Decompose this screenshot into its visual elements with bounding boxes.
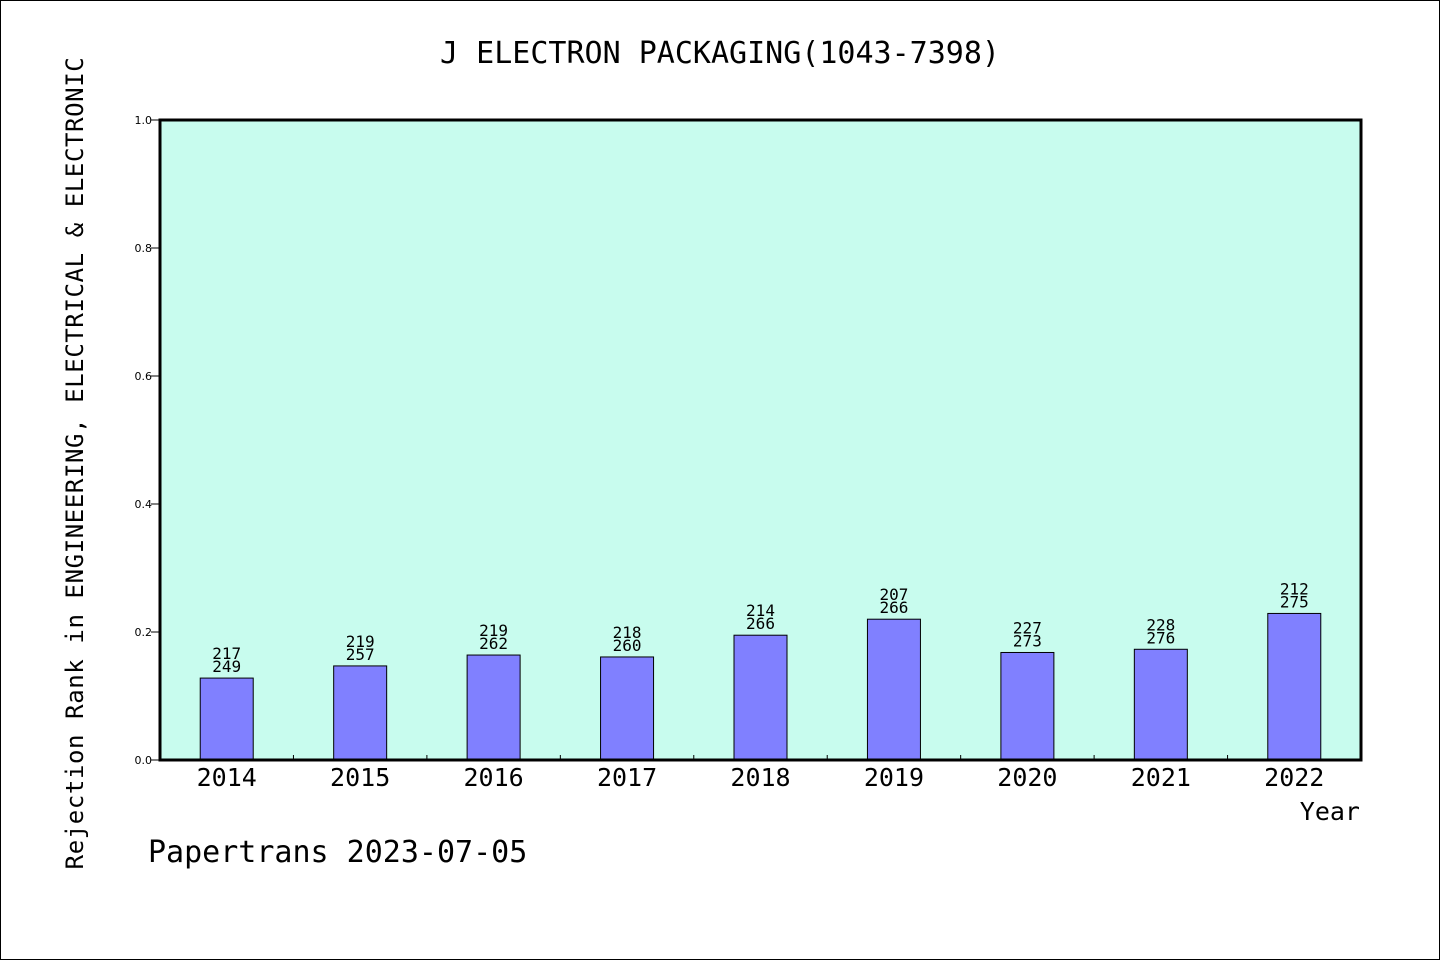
y-tick-label: 1.0	[135, 114, 153, 127]
bar	[199, 677, 254, 761]
data-label-top: 214	[746, 601, 775, 620]
data-label-bottom: 260	[613, 636, 642, 655]
y-tick-label: 0.0	[135, 754, 153, 767]
bar	[466, 654, 521, 761]
data-label-top: 217	[212, 644, 241, 663]
data-label-top: 207	[879, 585, 908, 604]
data-label-top: 212	[1280, 579, 1309, 598]
bar	[866, 618, 921, 761]
y-tick-label: 0.4	[135, 498, 153, 511]
data-label-top: 219	[346, 632, 375, 651]
x-tick-label: 2016	[464, 763, 524, 792]
data-label-bottom: 249	[212, 657, 241, 676]
bar	[1000, 651, 1055, 761]
data-label-bottom: 262	[479, 634, 508, 653]
bar	[333, 665, 388, 761]
data-label-bottom: 257	[346, 645, 375, 664]
bar	[733, 634, 788, 761]
data-label-bottom: 275	[1280, 592, 1309, 611]
x-tick-label: 2014	[197, 763, 257, 792]
x-tick-label: 2017	[597, 763, 657, 792]
data-label-bottom: 273	[1013, 631, 1042, 650]
bar	[1267, 612, 1322, 761]
data-label-top: 219	[479, 621, 508, 640]
y-tick-label: 0.8	[135, 242, 153, 255]
x-tick-label: 2020	[997, 763, 1057, 792]
x-tick-label: 2015	[330, 763, 390, 792]
x-tick-label: 2018	[730, 763, 790, 792]
plot-border	[158, 118, 1363, 762]
data-label-bottom: 276	[1146, 628, 1175, 647]
y-tick-label: 0.2	[135, 626, 153, 639]
data-label-top: 218	[613, 623, 642, 642]
data-label-top: 227	[1013, 618, 1042, 637]
bar	[600, 656, 655, 761]
x-tick-label: 2022	[1264, 763, 1324, 792]
data-label-bottom: 266	[746, 614, 775, 633]
y-tick-label: 0.6	[135, 370, 153, 383]
bar	[1133, 648, 1188, 761]
footer-text: Papertrans 2023-07-05	[148, 835, 528, 870]
data-label-bottom: 266	[879, 598, 908, 617]
x-tick-label: 2019	[864, 763, 924, 792]
x-axis-label: Year	[1299, 797, 1360, 826]
chart-title: J ELECTRON PACKAGING(1043-7398)	[440, 36, 1000, 71]
x-tick-label: 2021	[1131, 763, 1191, 792]
data-label-top: 228	[1146, 615, 1175, 634]
